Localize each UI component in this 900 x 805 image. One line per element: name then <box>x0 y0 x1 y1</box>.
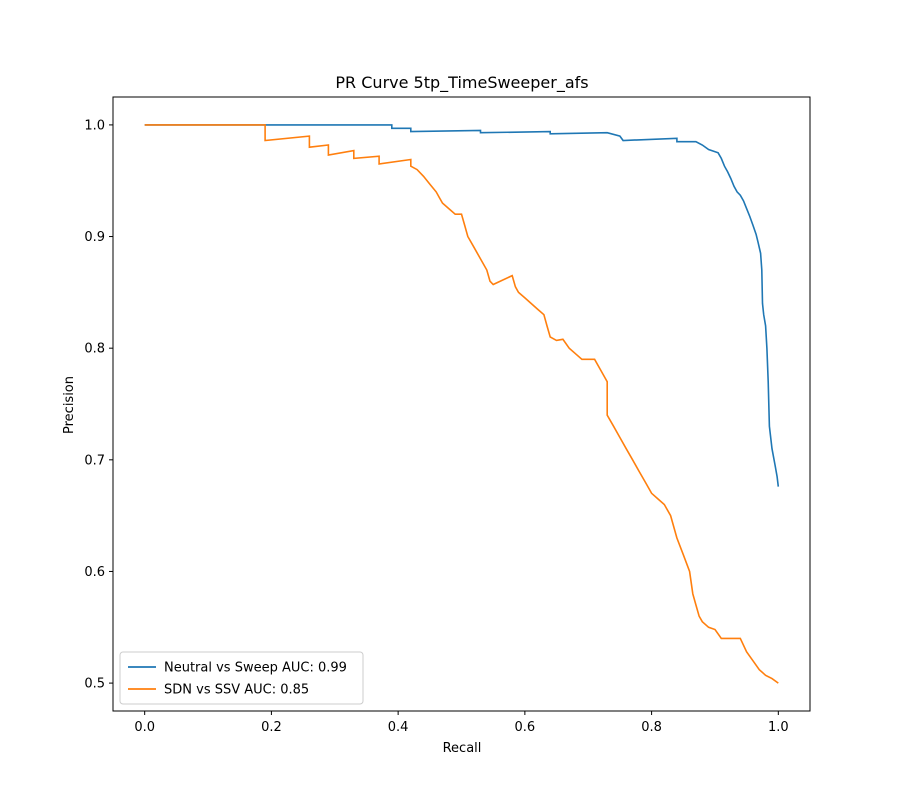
y-tick-label: 0.7 <box>84 453 105 468</box>
legend-label-2: SDN vs SSV AUC: 0.85 <box>164 683 309 698</box>
series-line-1 <box>144 124 780 487</box>
axes-frame <box>112 96 811 712</box>
series-line-2 <box>144 124 779 684</box>
x-tick-label: 0.8 <box>641 720 662 735</box>
y-tick-label: 0.9 <box>84 230 105 245</box>
legend: Neutral vs Sweep AUC: 0.99 SDN vs SSV AUC… <box>119 651 364 705</box>
y-tick-label: 1.0 <box>84 118 105 133</box>
x-tick-label: 0.6 <box>515 720 536 735</box>
chart-title: PR Curve 5tp_TimeSweeper_afs <box>335 73 588 93</box>
legend-box <box>119 651 364 705</box>
x-tick-label: 0.0 <box>134 720 155 735</box>
y-tick-label: 0.8 <box>84 342 105 357</box>
x-tick-label: 0.4 <box>388 720 409 735</box>
x-axis-label: Recall <box>443 741 482 756</box>
plot-area: 0.0 0.2 0.4 0.6 0.8 1.0 0.5 0.6 0.7 0.8 0.9 1.0 <box>84 96 811 735</box>
x-tick-label: 1.0 <box>768 720 789 735</box>
y-axis-label: Precision <box>62 376 77 434</box>
y-tick-label: 0.6 <box>84 565 105 580</box>
y-tick-label: 0.5 <box>84 677 105 692</box>
x-tick-label: 0.2 <box>261 720 282 735</box>
legend-label-1: Neutral vs Sweep AUC: 0.99 <box>164 661 347 676</box>
